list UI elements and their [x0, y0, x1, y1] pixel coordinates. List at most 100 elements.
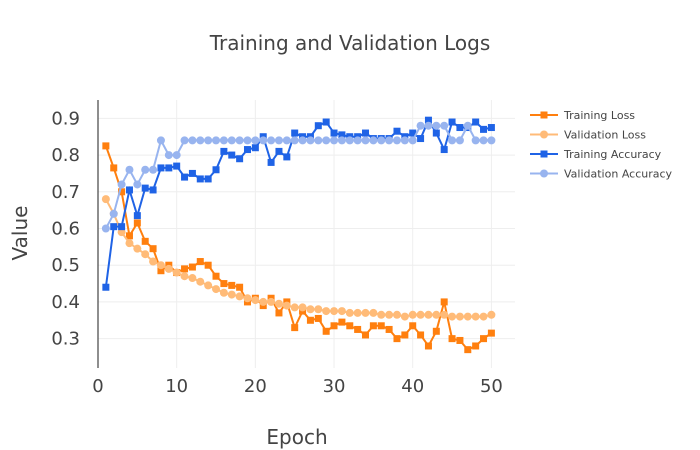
- data-point: [188, 169, 196, 177]
- data-point: [243, 146, 251, 154]
- data-point: [220, 280, 228, 288]
- legend-label: Validation Loss: [564, 129, 646, 142]
- series-layer: [101, 116, 496, 354]
- data-point: [440, 298, 448, 306]
- legend-item: Training Accuracy: [530, 148, 662, 161]
- data-point: [330, 136, 339, 145]
- legend-label: Training Accuracy: [563, 148, 662, 161]
- data-point: [173, 162, 181, 170]
- x-tick-label: 10: [165, 376, 188, 397]
- data-point: [243, 136, 252, 145]
- data-point: [267, 297, 276, 306]
- data-point: [455, 312, 464, 321]
- y-tick-label: 0.3: [51, 329, 80, 350]
- data-point: [290, 303, 299, 312]
- data-point: [157, 164, 165, 172]
- data-point: [149, 257, 158, 266]
- data-point: [424, 116, 432, 124]
- data-point: [480, 335, 488, 343]
- data-point: [448, 335, 456, 343]
- data-point: [275, 147, 283, 155]
- data-point: [243, 294, 252, 303]
- data-point: [448, 118, 456, 126]
- data-point: [440, 121, 449, 130]
- legend-marker: [540, 130, 548, 139]
- legend-marker: [540, 150, 548, 158]
- data-point: [125, 186, 133, 194]
- data-point: [259, 136, 268, 145]
- data-point: [392, 310, 401, 319]
- x-tick-label: 0: [92, 376, 103, 397]
- data-point: [330, 307, 339, 316]
- data-point: [362, 129, 370, 137]
- data-point: [149, 165, 158, 174]
- y-tick-label: 0.9: [51, 108, 80, 129]
- data-point: [204, 136, 213, 145]
- data-point: [164, 264, 173, 273]
- data-point: [416, 121, 425, 130]
- data-point: [322, 136, 331, 145]
- data-point: [400, 136, 409, 145]
- data-point: [251, 144, 259, 152]
- data-point: [110, 164, 118, 172]
- data-point: [440, 146, 448, 154]
- data-point: [369, 136, 378, 145]
- data-point: [180, 272, 189, 281]
- data-point: [471, 136, 480, 145]
- data-point: [196, 136, 205, 145]
- data-point: [141, 250, 150, 259]
- y-tick-label: 0.5: [51, 255, 80, 276]
- data-point: [417, 331, 425, 339]
- data-point: [259, 297, 268, 306]
- data-point: [212, 166, 220, 174]
- data-point: [314, 122, 322, 130]
- data-point: [338, 318, 346, 326]
- data-point: [283, 153, 291, 161]
- data-point: [306, 136, 315, 145]
- data-point: [385, 136, 394, 145]
- data-point: [110, 223, 118, 231]
- data-point: [149, 245, 157, 253]
- data-point: [346, 322, 354, 330]
- data-point: [228, 281, 236, 289]
- data-point: [362, 331, 370, 339]
- data-point: [456, 124, 464, 132]
- data-point: [345, 308, 354, 317]
- data-point: [227, 136, 236, 145]
- series-line: [104, 198, 492, 318]
- x-tick-label: 30: [323, 376, 346, 397]
- data-point: [298, 136, 307, 145]
- data-point: [291, 324, 299, 332]
- data-point: [196, 258, 204, 266]
- data-point: [196, 175, 204, 183]
- data-point: [298, 303, 307, 312]
- data-point: [117, 228, 126, 237]
- data-point: [322, 118, 330, 126]
- series-line: [104, 145, 492, 351]
- data-point: [212, 285, 221, 294]
- data-point: [456, 336, 464, 344]
- data-point: [118, 188, 126, 196]
- data-point: [455, 136, 464, 145]
- data-point: [487, 124, 495, 132]
- data-point: [306, 316, 314, 324]
- data-point: [472, 118, 480, 126]
- data-point: [172, 268, 181, 277]
- data-point: [118, 223, 126, 231]
- data-point: [188, 263, 196, 271]
- data-point: [227, 290, 236, 299]
- data-point: [236, 283, 244, 291]
- data-point: [448, 312, 457, 321]
- data-point: [125, 232, 133, 240]
- data-point: [361, 308, 370, 317]
- data-point: [267, 136, 276, 145]
- data-point: [165, 164, 173, 172]
- data-point: [290, 136, 299, 145]
- y-tick-label: 0.4: [51, 292, 80, 313]
- data-point: [125, 165, 134, 174]
- data-point: [274, 136, 283, 145]
- data-point: [479, 136, 488, 145]
- y-tick-label: 0.7: [51, 182, 80, 203]
- data-point: [487, 329, 495, 337]
- data-point: [275, 309, 283, 317]
